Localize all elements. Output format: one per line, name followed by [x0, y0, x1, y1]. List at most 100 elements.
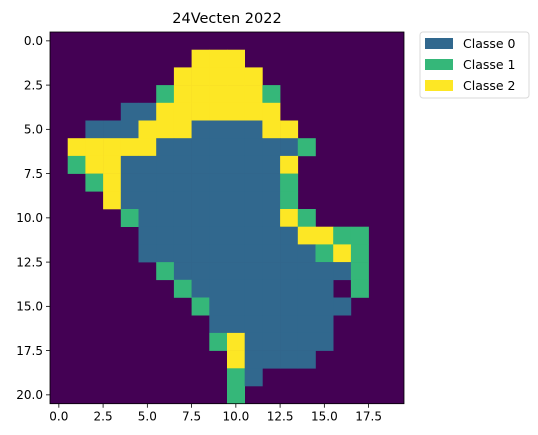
heatmap-cell	[262, 102, 281, 121]
heatmap-cell	[280, 350, 299, 369]
heatmap-cell	[138, 102, 157, 121]
heatmap-cell	[173, 67, 192, 86]
heatmap-cell	[103, 173, 122, 192]
heatmap-cell	[244, 297, 263, 316]
heatmap-cell	[156, 209, 175, 227]
heatmap-cell	[156, 138, 175, 157]
heatmap-cell	[103, 138, 122, 157]
heatmap-cell	[227, 173, 245, 192]
heatmap-cell	[350, 262, 369, 281]
heatmap-cell	[103, 191, 122, 210]
heatmap-cell	[209, 315, 228, 334]
heatmap-cell	[85, 138, 104, 157]
heatmap-cell	[244, 262, 263, 281]
heatmap-cell	[227, 262, 245, 281]
heatmap-cell	[209, 102, 228, 121]
heatmap-cell	[262, 262, 281, 281]
heatmap-cell	[173, 102, 192, 121]
heatmap-cell	[280, 297, 299, 316]
x-tick-label: 7.5	[182, 410, 201, 424]
heatmap-cell	[156, 120, 175, 139]
heatmap-cell	[173, 120, 192, 139]
heatmap-cell	[173, 279, 192, 298]
heatmap-cell	[244, 244, 263, 263]
heatmap-cell	[209, 155, 228, 174]
legend-label: Classe 2	[463, 78, 516, 93]
heatmap-cell	[120, 138, 139, 157]
legend-swatch	[425, 59, 453, 70]
heatmap-cell	[120, 102, 139, 121]
heatmap-cell	[138, 191, 157, 210]
heatmap-cell	[280, 155, 299, 174]
heatmap-cell	[262, 120, 281, 139]
x-tick-label: 10.0	[222, 410, 249, 424]
heatmap-cell	[191, 191, 210, 210]
heatmap-cell	[85, 173, 104, 192]
heatmap-cell	[191, 244, 210, 263]
x-tick-label: 2.5	[94, 410, 113, 424]
x-tick-label: 0.0	[49, 410, 68, 424]
heatmap-cell	[280, 262, 299, 281]
heatmap-cell	[244, 279, 263, 298]
heatmap-cell	[138, 138, 157, 157]
heatmap-cell	[297, 279, 316, 298]
heatmap-cell	[191, 209, 210, 227]
heatmap-cell	[191, 67, 210, 86]
chart-title: 24Vecten 2022	[172, 11, 281, 27]
heatmap-cell	[315, 244, 334, 263]
heatmap-cell	[138, 155, 157, 174]
heatmap-cell	[350, 226, 369, 245]
heatmap-cell	[280, 209, 299, 227]
heatmap-cell	[244, 315, 263, 334]
heatmap-cell	[120, 191, 139, 210]
heatmap-cell	[244, 173, 263, 192]
heatmap-cell	[120, 173, 139, 192]
heatmap-cell	[262, 244, 281, 263]
heatmap-cell	[244, 102, 263, 121]
heatmap-cell	[191, 85, 210, 104]
heatmap-cell	[227, 49, 245, 68]
heatmap-cell	[138, 226, 157, 245]
heatmap-cell	[85, 120, 104, 139]
y-tick-label: 17.5	[16, 344, 43, 358]
heatmap-cell	[280, 226, 299, 245]
heatmap-cell	[262, 173, 281, 192]
heatmap-cell	[227, 315, 245, 334]
heatmap-cell	[191, 226, 210, 245]
heatmap-cell	[209, 67, 228, 86]
heatmap-cell	[138, 209, 157, 227]
heatmap-cell	[280, 191, 299, 210]
heatmap-cell	[120, 155, 139, 174]
heatmap-cell	[227, 332, 245, 351]
heatmap-cell	[315, 297, 334, 316]
heatmap-cell	[262, 155, 281, 174]
heatmap-cell	[173, 173, 192, 192]
heatmap-cell	[138, 244, 157, 263]
heatmap-cell	[227, 350, 245, 369]
heatmap-cell	[173, 209, 192, 227]
x-axis: 0.0 2.5 5.0 7.5 10.0 12.5 15.0 17.5	[49, 403, 382, 424]
heatmap-cell	[297, 297, 316, 316]
legend: Classe 0 Classe 1 Classe 2	[419, 31, 530, 99]
y-tick-label: 5.0	[24, 123, 43, 137]
heatmap-cell	[209, 120, 228, 139]
heatmap-cell	[262, 226, 281, 245]
heatmap-cell	[227, 226, 245, 245]
heatmap-cell	[209, 49, 228, 68]
heatmap-cell	[67, 155, 86, 174]
heatmap-cell	[156, 85, 175, 104]
heatmap-cell	[191, 120, 210, 139]
heatmap-cell	[227, 138, 245, 157]
x-tick-label: 5.0	[138, 410, 157, 424]
heatmap-cell	[156, 226, 175, 245]
heatmap-cell	[244, 138, 263, 157]
heatmap-cell	[280, 332, 299, 351]
heatmap-cell	[227, 85, 245, 104]
heatmap-cell	[85, 155, 104, 174]
x-tick-label: 12.5	[267, 410, 294, 424]
heatmap-cell	[209, 279, 228, 298]
heatmap-cell	[209, 226, 228, 245]
heatmap-cell	[244, 85, 263, 104]
y-tick-label: 15.0	[16, 300, 43, 314]
heatmap-cell	[191, 297, 210, 316]
